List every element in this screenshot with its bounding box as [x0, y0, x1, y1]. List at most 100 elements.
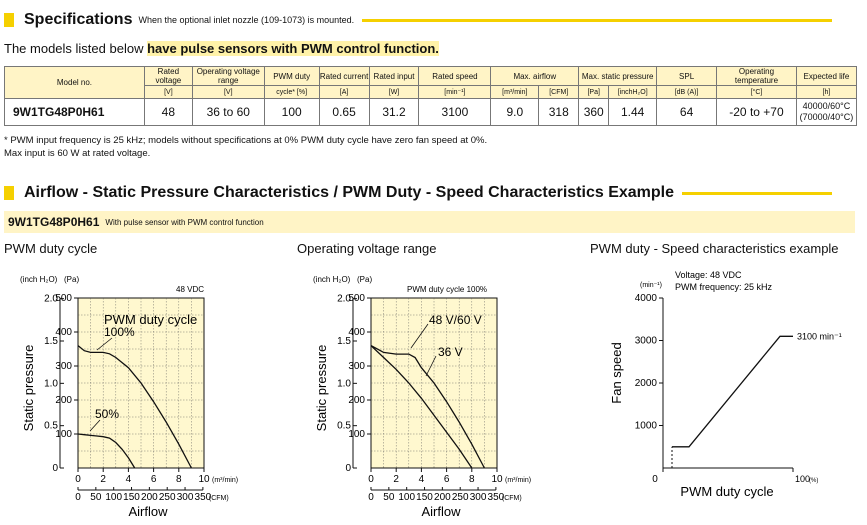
- cell-static-inch: 1.44: [608, 98, 658, 126]
- x-unit-label: (m³/min): [505, 477, 531, 484]
- condition-frequency: PWM frequency: 25 kHz: [675, 282, 773, 292]
- tick-label-y: 4000: [635, 293, 658, 304]
- tick-label-x: 0: [652, 474, 658, 485]
- unit-inch-label: (inch H₂O): [20, 275, 58, 284]
- unit-pwm-duty: cycle* [%]: [263, 85, 320, 99]
- tick-label-cfm: 50: [383, 492, 395, 503]
- cell-rated-current: 0.65: [318, 98, 370, 126]
- tick-label-x: 2: [393, 474, 399, 485]
- tick-label-cfm: 250: [452, 492, 469, 503]
- series-label: 100%: [104, 325, 135, 339]
- col-max-static-pressure: Max. static pressure: [578, 66, 658, 86]
- cell-rated-voltage: 48: [143, 98, 193, 126]
- tick-label-pa: 200: [55, 395, 72, 406]
- chart-title-voltage-range: Operating voltage range: [297, 241, 437, 256]
- tick-label-cfm: 300: [177, 492, 194, 503]
- footnotes: * PWM input frequency is 25 kHz; models …: [4, 134, 487, 160]
- tick-label-pa: 500: [55, 293, 72, 304]
- col-operating-voltage: Operating voltage range: [191, 66, 265, 86]
- cell-airflow-m3: 9.0: [490, 98, 540, 126]
- tick-label-inch: 0.5: [44, 421, 58, 432]
- tick-label-x: 8: [469, 474, 475, 485]
- unit-inch-label: (inch H₂O): [313, 275, 351, 284]
- axes: [659, 297, 794, 472]
- series-line: [77, 433, 136, 469]
- unit-static-pa: [Pa]: [578, 85, 610, 99]
- x-unit-label: (%): [809, 478, 818, 484]
- x2-unit-label: (CFM): [502, 495, 522, 502]
- series-label: 48 V/60 V: [429, 313, 482, 327]
- col-pwm-duty: PWM duty: [263, 66, 320, 86]
- unit-airflow-cfm: [CFM]: [538, 85, 580, 99]
- section-rule: [362, 18, 833, 22]
- tick-label-inch: 1.0: [44, 378, 58, 389]
- condition-label: 48 VDC: [176, 285, 204, 294]
- tick-label-cfm: 0: [368, 492, 374, 503]
- tick-label-cfm: 150: [416, 492, 433, 503]
- unit-airflow-m3: [m³/min]: [490, 85, 540, 99]
- tick-label-y: 2000: [635, 378, 658, 389]
- tick-label-cfm: 300: [470, 492, 487, 503]
- tick-label-inch: 1.0: [337, 378, 351, 389]
- tick-label-cfm: 100: [398, 492, 415, 503]
- axes: [59, 297, 205, 491]
- series-leader: [425, 355, 437, 377]
- models-line-prefix: The models listed below: [4, 41, 148, 56]
- model-banner: 9W1TG48P0H61 With pulse sensor with PWM …: [4, 211, 855, 233]
- tick-label-cfm: 200: [141, 492, 158, 503]
- y-unit-label: (min⁻¹): [640, 282, 662, 289]
- cell-static-pa: 360: [578, 98, 610, 126]
- col-spl: SPL: [656, 66, 718, 86]
- chart-title-pwm-duty: PWM duty cycle: [4, 241, 98, 256]
- tick-label-inch: 1.5: [44, 336, 58, 347]
- x-axis-label: PWM duty cycle: [680, 484, 773, 499]
- spec-table: Model no. Rated voltage Operating voltag…: [4, 66, 858, 126]
- tick-label-x: 6: [151, 474, 157, 485]
- tick-label-x: 6: [444, 474, 450, 485]
- tick-label-pa: 200: [348, 395, 365, 406]
- expected-life-line2: (70000/40°C): [799, 112, 854, 122]
- unit-spl: [dB (A)]: [656, 85, 718, 99]
- unit-rated-speed: [min⁻¹]: [418, 85, 492, 99]
- col-expected-life: Expected life: [795, 66, 858, 86]
- col-rated-current: Rated current: [318, 66, 370, 86]
- cell-model: 9W1TG48P0H61: [4, 98, 145, 126]
- cell-airflow-cfm: 318: [538, 98, 580, 126]
- unit-rated-current: [A]: [318, 85, 370, 99]
- banner-model: 9W1TG48P0H61: [8, 215, 100, 229]
- tick-label-x: 0: [75, 474, 81, 485]
- unit-static-inch: [inchH₂O]: [608, 85, 658, 99]
- table-row: 9W1TG48P0H61 48 36 to 60 100 0.65 31.2 3…: [4, 98, 858, 126]
- section-title: Airflow - Static Pressure Characteristic…: [24, 184, 674, 201]
- tick-label-pa: 400: [55, 327, 72, 338]
- tick-label-pa: 300: [55, 361, 72, 372]
- airflow-header: Airflow - Static Pressure Characteristic…: [4, 184, 832, 202]
- tick-label-pa: 400: [348, 327, 365, 338]
- condition-label: PWM duty cycle 100%: [407, 285, 487, 294]
- tick-label-x: 4: [126, 474, 132, 485]
- tick-label-cfm: 0: [75, 492, 81, 503]
- cell-spl: 64: [656, 98, 718, 126]
- legend-title: PWM duty cycle: [104, 312, 197, 327]
- unit-rated-voltage: [V]: [143, 85, 193, 99]
- condition-voltage: Voltage: 48 VDC: [675, 270, 742, 280]
- tick-label-y: 3000: [635, 336, 658, 347]
- col-rated-speed: Rated speed: [418, 66, 492, 86]
- tick-label-inch: 2.0: [337, 294, 351, 305]
- grid: [78, 298, 204, 468]
- tick-label-cfm: 250: [159, 492, 176, 503]
- unit-expected-life: [h]: [795, 85, 858, 99]
- tick-label-inch: 1.5: [337, 336, 351, 347]
- unit-pa-label: (Pa): [64, 275, 79, 284]
- tick-label-x: 100: [795, 474, 810, 484]
- col-rated-voltage: Rated voltage: [143, 66, 193, 86]
- footnote-line1: * PWM input frequency is 25 kHz; models …: [4, 135, 488, 146]
- expected-life-line1: 40000/60°C: [802, 101, 851, 111]
- tick-label-x: 0: [368, 474, 374, 485]
- y-axis-label: Fan speed: [609, 342, 624, 403]
- unit-operating-voltage: [V]: [191, 85, 265, 99]
- section-note: When the optional inlet nozzle (109-1073…: [138, 15, 355, 25]
- series-line: [672, 335, 793, 448]
